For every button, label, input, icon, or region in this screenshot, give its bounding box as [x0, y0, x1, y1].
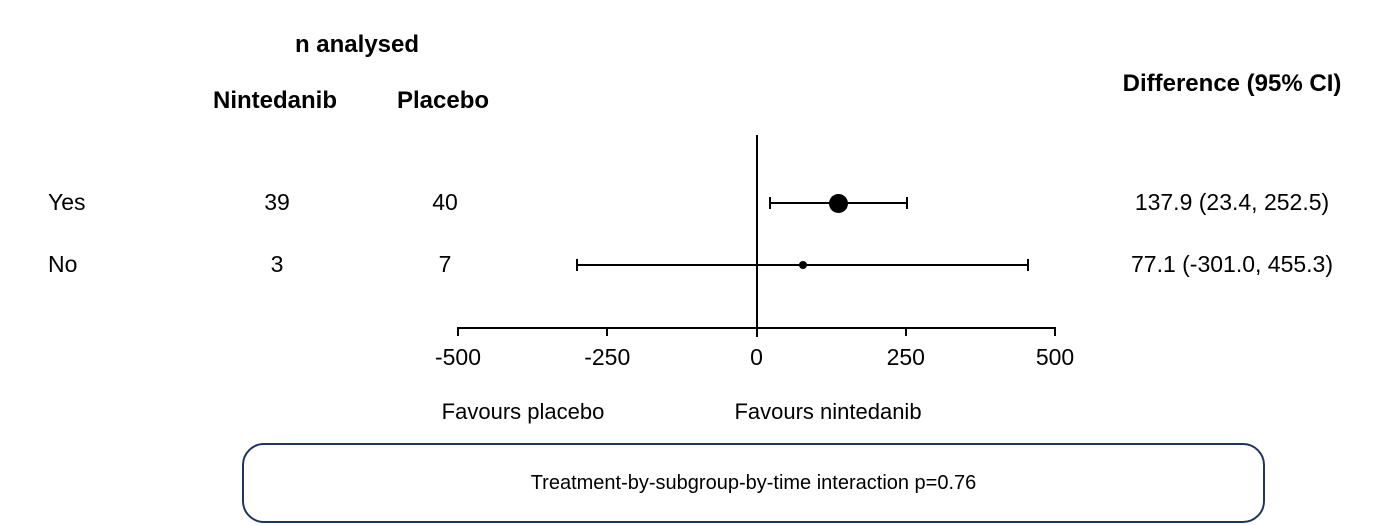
point-estimate-marker [798, 261, 807, 269]
placebo-count: 40 [432, 189, 458, 215]
difference-value: 77.1 (-301.0, 455.3) [1130, 251, 1334, 277]
x-axis-tick-label: -250 [584, 344, 631, 370]
x-axis-tick [457, 327, 459, 336]
difference-value: 137.9 (23.4, 252.5) [1134, 189, 1330, 215]
difference-header: Difference (95% CI) [1122, 70, 1342, 97]
n-analysed-header: n analysed [294, 31, 420, 58]
interaction-text: Treatment-by-subgroup-by-time interactio… [530, 471, 977, 494]
x-axis-tick [1054, 327, 1056, 336]
favours-placebo-label: Favours placebo [441, 399, 605, 424]
subgroup-label: Yes [48, 189, 86, 215]
subgroup-label: No [48, 251, 78, 277]
x-axis-tick-label: 500 [1035, 344, 1075, 370]
ci-cap-upper [1027, 259, 1030, 271]
x-axis-tick-label: -500 [434, 344, 482, 370]
zero-reference-line [755, 135, 758, 337]
interaction-box: Treatment-by-subgroup-by-time interactio… [242, 443, 1265, 523]
x-axis-tick-label: 250 [886, 344, 925, 370]
ci-cap-lower [575, 259, 578, 271]
ci-cap-upper [906, 197, 909, 209]
x-axis-tick-label: 0 [750, 344, 763, 370]
x-axis-tick [606, 327, 609, 336]
point-estimate-marker [829, 193, 849, 213]
placebo-count: 7 [438, 251, 452, 277]
column-header-placebo: Placebo [396, 87, 490, 114]
nintedanib-count: 39 [264, 189, 290, 215]
column-header-nintedanib: Nintedanib [213, 87, 337, 114]
ci-cap-lower [769, 197, 772, 209]
x-axis-tick [755, 327, 758, 336]
x-axis-tick [904, 327, 907, 336]
favours-nintedanib-label: Favours nintedanib [734, 399, 922, 424]
nintedanib-count: 3 [270, 251, 284, 277]
